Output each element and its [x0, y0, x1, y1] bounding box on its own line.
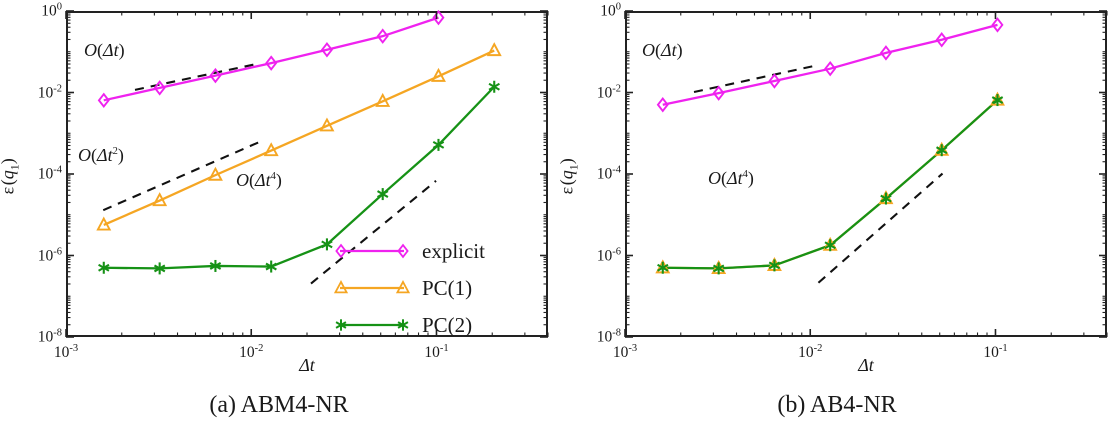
plot-frame-a [66, 9, 548, 337]
panel-b: 100 10-2 10-4 10-6 10-8 10-3 10-2 10-1 Δt ε (q1… [556, 0, 1116, 429]
data-marker [397, 243, 409, 259]
series-line-pc2 [103, 85, 496, 270]
data-marker [207, 166, 223, 181]
data-marker [376, 188, 389, 201]
y-tick-label: 100 [600, 1, 621, 20]
y-tick-label: 10-8 [596, 327, 621, 346]
y-axis-title-a: ε (q1) [0, 158, 22, 194]
data-marker [319, 117, 335, 132]
legend-swatch-pc2 [330, 315, 414, 335]
x-tick-label: 10-2 [239, 343, 264, 362]
data-marker [263, 142, 279, 157]
y-tick-label: 10-2 [596, 82, 621, 102]
panel-a-caption: (a) ABM4-NR [209, 392, 349, 418]
y-tick-label: 10-4 [37, 164, 62, 183]
data-marker [96, 216, 112, 231]
slope-1-guide [693, 64, 816, 94]
legend-swatch-pc1 [330, 278, 414, 298]
data-marker [153, 80, 166, 96]
data-marker [320, 42, 333, 58]
y-tick-label: 100 [41, 1, 62, 20]
data-marker [98, 261, 110, 274]
x-axis-title-b: Δt [858, 355, 874, 375]
legend-entry-explicit[interactable]: explicit [330, 238, 485, 264]
series-line-explicit [103, 16, 439, 102]
data-marker [488, 80, 500, 93]
slope-4-guide [817, 172, 944, 284]
order-4-annotation: O(Δt4) [236, 170, 282, 190]
data-marker [152, 192, 168, 207]
legend-label-pc1: PC(1) [422, 275, 473, 300]
data-marker [991, 17, 1004, 33]
data-marker [153, 262, 166, 275]
data-marker [656, 97, 669, 113]
slope-1-guide [134, 62, 259, 91]
data-marker [209, 67, 222, 84]
data-marker [431, 67, 446, 82]
x-tick-label: 10-2 [798, 343, 823, 362]
data-marker [97, 92, 110, 109]
data-marker [209, 259, 222, 272]
data-marker [376, 28, 389, 44]
legend-entry-pc2[interactable]: PC(2) [330, 312, 472, 338]
plot-canvas-a [96, 9, 502, 285]
legend-swatch-explicit [330, 241, 414, 261]
x-tick-label: 10-1 [424, 343, 449, 362]
legend-label-explicit: explicit [422, 238, 485, 263]
x-tick-label: 10-3 [612, 343, 638, 362]
legend-entry-pc1[interactable]: PC(1) [330, 275, 472, 301]
data-marker [395, 280, 411, 294]
x-axis-title-a: Δt [299, 355, 315, 375]
panel-b-caption: (b) AB4-NR [777, 392, 897, 418]
y-tick-label: 10-6 [596, 245, 621, 265]
data-marker [880, 192, 892, 205]
y-axis-title-b: ε (q1) [556, 158, 581, 195]
data-marker [824, 60, 837, 77]
data-marker [397, 319, 409, 331]
data-marker [824, 239, 836, 252]
data-marker [768, 259, 781, 272]
data-marker [712, 262, 725, 275]
plot-frame-b [625, 11, 1107, 337]
data-marker [768, 73, 781, 89]
x-tick-label: 10-3 [53, 343, 79, 362]
slope-2-guide [102, 138, 265, 212]
data-marker [935, 32, 948, 48]
y-tick-label: 10-6 [37, 245, 62, 265]
data-marker [657, 261, 669, 274]
y-tick-label: 10-2 [37, 82, 62, 102]
data-marker [375, 92, 391, 107]
y-tick-label: 10-4 [596, 164, 621, 183]
series-line-pc1 [103, 49, 495, 226]
data-marker [991, 94, 1004, 107]
data-marker [432, 138, 445, 151]
data-marker [879, 45, 892, 61]
order-4-annotation: O(Δt4) [708, 168, 754, 188]
order-1-annotation: O(Δt) [642, 40, 683, 60]
series-line-explicit [662, 23, 998, 106]
data-marker [935, 144, 948, 157]
legend-label-pc2: PC(2) [422, 312, 473, 337]
data-marker [432, 9, 445, 26]
plot-canvas-b [655, 17, 1005, 284]
data-marker [486, 42, 502, 57]
panel-a: 100 10-2 10-4 10-6 10-810-3 10-2 10-1 Δt ε (q1… [0, 1, 549, 418]
slope-4-guide [310, 180, 437, 285]
y-tick-label: 10-8 [37, 327, 62, 346]
data-marker [321, 238, 333, 251]
data-marker [265, 55, 278, 71]
data-marker [333, 280, 349, 294]
order-1-annotation: O(Δt) [84, 40, 125, 60]
data-marker [712, 85, 725, 101]
data-marker [335, 243, 347, 259]
data-marker [265, 260, 277, 273]
data-marker [335, 319, 347, 331]
x-tick-label: 10-1 [983, 343, 1008, 362]
order-2-annotation: O(Δt2) [78, 145, 124, 165]
